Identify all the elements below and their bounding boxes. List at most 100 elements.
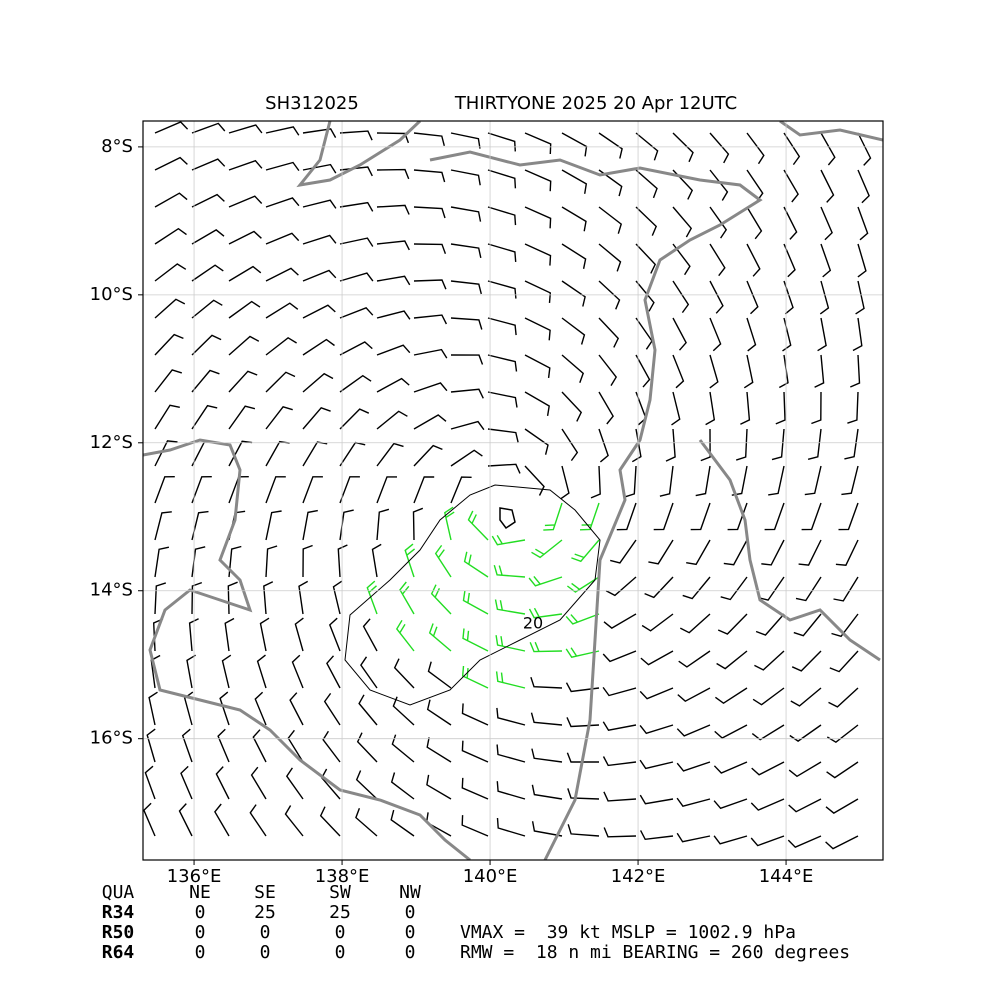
wind-barb [496,781,526,800]
wind-barb [291,654,304,689]
wind-barb [635,243,657,274]
wind-barb [221,654,232,689]
wind-barb [339,476,360,504]
wind-barb [362,618,378,652]
wind-barb [426,774,452,800]
wind-barb [579,502,600,531]
wind-barb [413,382,448,393]
wind-barb [723,539,748,566]
y-tick-label: 10°S [90,284,133,305]
wind-barb [376,204,410,215]
wind-barb [461,777,489,800]
wind-barb [450,317,483,330]
wind-barb [254,691,267,726]
wind-barb [339,201,374,212]
wind-barb [524,391,550,417]
wind-barb [265,302,299,319]
wind-barb [323,692,341,726]
wind-barb [804,465,822,496]
wind-barb [265,267,299,282]
wind-barb [217,728,230,763]
coastline [779,121,883,142]
wind-barb [783,280,794,315]
wind-barb [228,370,258,393]
wind-barb [376,275,411,286]
table-cell: 0 [195,942,206,963]
wind-barb [528,575,563,587]
wind-barb [178,803,193,837]
wind-barb [265,510,282,541]
wind-barb [319,806,341,837]
wind-barb [598,206,623,234]
wind-barb [709,354,719,389]
wind-barb [191,264,224,282]
wind-barb [491,534,526,546]
x-tick-label: 136°E [167,866,222,887]
wind-barb [783,169,799,203]
wind-barb [754,650,785,671]
wind-barb [635,280,655,312]
wind-barb [496,817,526,837]
wind-barb [764,502,785,531]
wind-barb [294,617,304,652]
wind-barb [709,280,724,314]
wind-barb [686,539,711,566]
wind-barb [376,442,404,467]
wind-barb [524,465,545,496]
wind-barb [355,807,378,837]
wind-barb [188,618,199,652]
table-cell: 0 [195,902,206,923]
x-tick-label: 142°E [611,866,666,887]
table-header: QUA [102,882,135,903]
wind-barb [487,169,517,189]
wind-barb [328,617,341,652]
wind-barb [228,545,242,578]
wind-barb [543,502,563,531]
wind-barb [191,122,226,134]
table-header: SW [329,882,351,903]
wind-barb [713,761,748,774]
wind-barb [450,132,481,149]
wind-barb [705,391,716,426]
wind-barb [524,280,552,303]
wind-barb [713,835,748,845]
wind-barb [450,420,485,431]
wind-barb [566,576,600,593]
wind-barb [603,613,637,629]
wind-barb [228,405,256,430]
wind-barb [494,599,526,615]
wind-barb [376,310,411,320]
wind-barb [154,511,172,541]
wind-barb [561,317,586,345]
wind-barb [746,280,759,315]
wind-barb [598,132,623,159]
wind-barb [524,243,552,266]
wind-barb [228,124,263,134]
wind-barb [761,539,785,566]
wind-barb [302,406,331,430]
wind-barb [624,465,637,498]
wind-barb [487,206,517,226]
wind-barb [755,613,785,636]
wind-barb [191,334,222,356]
wind-barb [487,243,517,262]
wind-barb [154,156,188,171]
wind-barb [463,551,489,578]
wind-barb [524,206,552,229]
wind-barb [752,687,785,706]
wind-barb [602,721,637,731]
wind-barb [495,671,526,689]
wind-barb [413,348,448,359]
wind-barb [771,428,785,461]
wind-barb [496,707,526,726]
wind-barb [825,835,859,850]
coastline [296,121,422,188]
wind-barb [265,336,297,356]
wind-barb [648,539,674,565]
wind-barb [639,687,674,700]
wind-barb [678,650,711,668]
wind-barb [695,465,711,497]
wind-barb [768,465,785,496]
wind-barb [530,712,563,726]
wind-barb [181,728,193,763]
